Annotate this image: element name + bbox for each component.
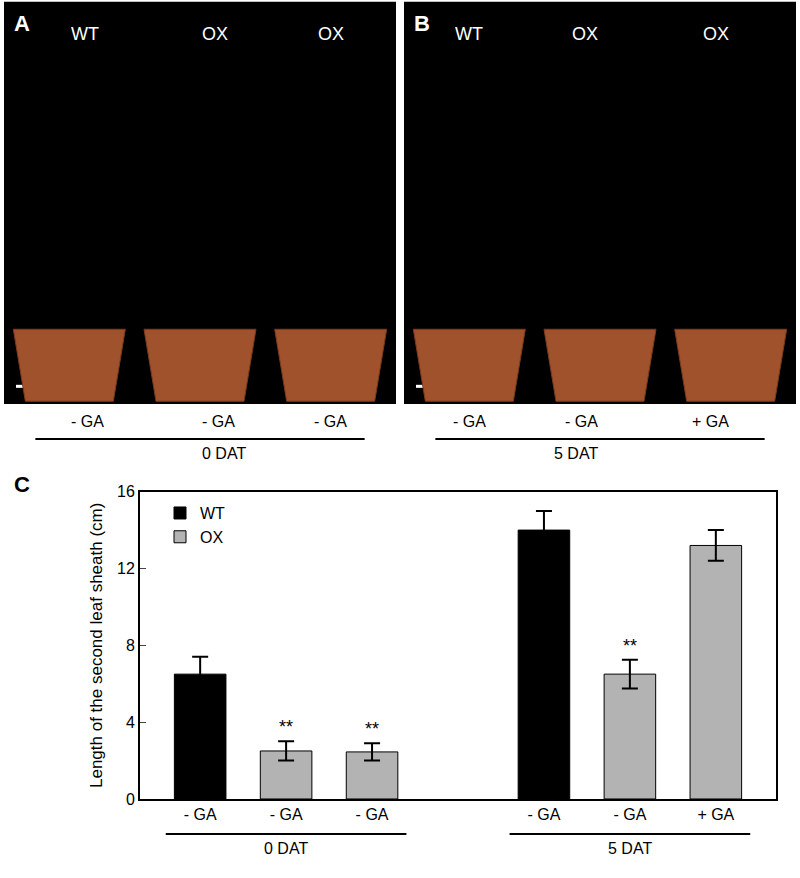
svg-text:**: ** [279,717,293,737]
svg-text:B: B [414,11,430,36]
svg-text:OX: OX [200,529,223,546]
svg-text:+ GA: + GA [697,806,734,823]
svg-text:- GA: - GA [71,413,104,430]
svg-text:- GA: - GA [184,806,217,823]
svg-text:WT: WT [455,24,483,44]
svg-text:- GA: - GA [270,806,303,823]
svg-text:16: 16 [117,483,135,500]
svg-text:- GA: - GA [613,806,646,823]
svg-text:- GA: - GA [202,413,235,430]
svg-text:5 DAT: 5 DAT [608,840,652,857]
svg-text:- GA: - GA [528,806,561,823]
svg-text:- GA: - GA [356,806,389,823]
svg-text:12: 12 [117,560,135,577]
svg-text:**: ** [623,636,637,656]
svg-text:4: 4 [126,714,135,731]
svg-text:C: C [14,472,30,497]
svg-text:WT: WT [200,505,225,522]
svg-text:5 DAT: 5 DAT [554,445,598,462]
svg-text:**: ** [365,719,379,739]
svg-text:OX: OX [572,24,598,44]
svg-text:0 DAT: 0 DAT [202,445,246,462]
svg-text:- GA: - GA [565,413,598,430]
svg-text:0: 0 [126,791,135,808]
svg-text:OX: OX [318,24,344,44]
svg-text:Length of the second leaf shea: Length of the second leaf sheath (cm) [87,503,106,788]
svg-text:A: A [14,11,30,36]
svg-text:0 DAT: 0 DAT [264,840,308,857]
svg-text:OX: OX [703,24,729,44]
svg-text:WT: WT [71,24,99,44]
svg-text:OX: OX [202,24,228,44]
svg-text:+ GA: + GA [692,413,729,430]
svg-text:8: 8 [126,637,135,654]
svg-text:- GA: - GA [314,413,347,430]
svg-text:- GA: - GA [453,413,486,430]
